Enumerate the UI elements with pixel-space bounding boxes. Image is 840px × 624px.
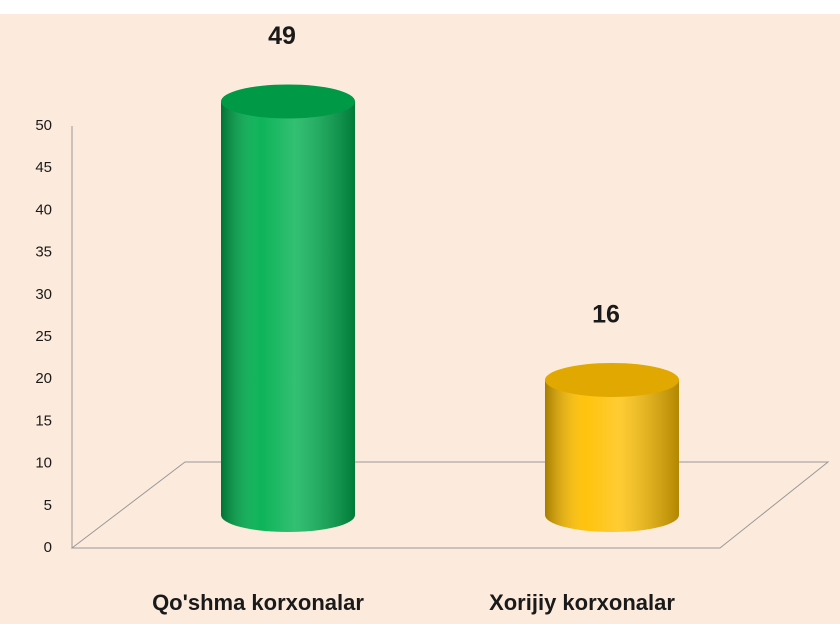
value-label: 16 [592,301,620,329]
value-label: 49 [268,22,296,50]
y-tick-label: 20 [35,370,52,387]
bar [221,84,355,532]
chart-background [0,14,840,624]
y-tick-label: 50 [35,117,52,134]
y-tick-label: 40 [35,201,52,218]
bar-top-shade [545,362,679,397]
floor [70,461,830,549]
bar [545,362,679,532]
bar-top [221,84,355,119]
bar-shade [221,101,355,532]
y-tick-label: 30 [35,286,52,303]
y-tick-label: 45 [35,159,52,176]
y-tick-label: 25 [35,328,52,345]
y-tick-label: 5 [44,497,52,514]
x-tick-label: Xorijiy korxonalar [489,590,675,615]
bar-shade [545,379,679,532]
y-tick-label: 15 [35,412,52,429]
y-tick-label: 0 [44,539,52,556]
y-tick-label: 35 [35,244,52,261]
y-tick-label: 10 [35,455,52,472]
x-tick-label: Qo'shma korxonalar [152,590,364,615]
bar-top [545,362,679,397]
bar-top-shade [221,84,355,119]
